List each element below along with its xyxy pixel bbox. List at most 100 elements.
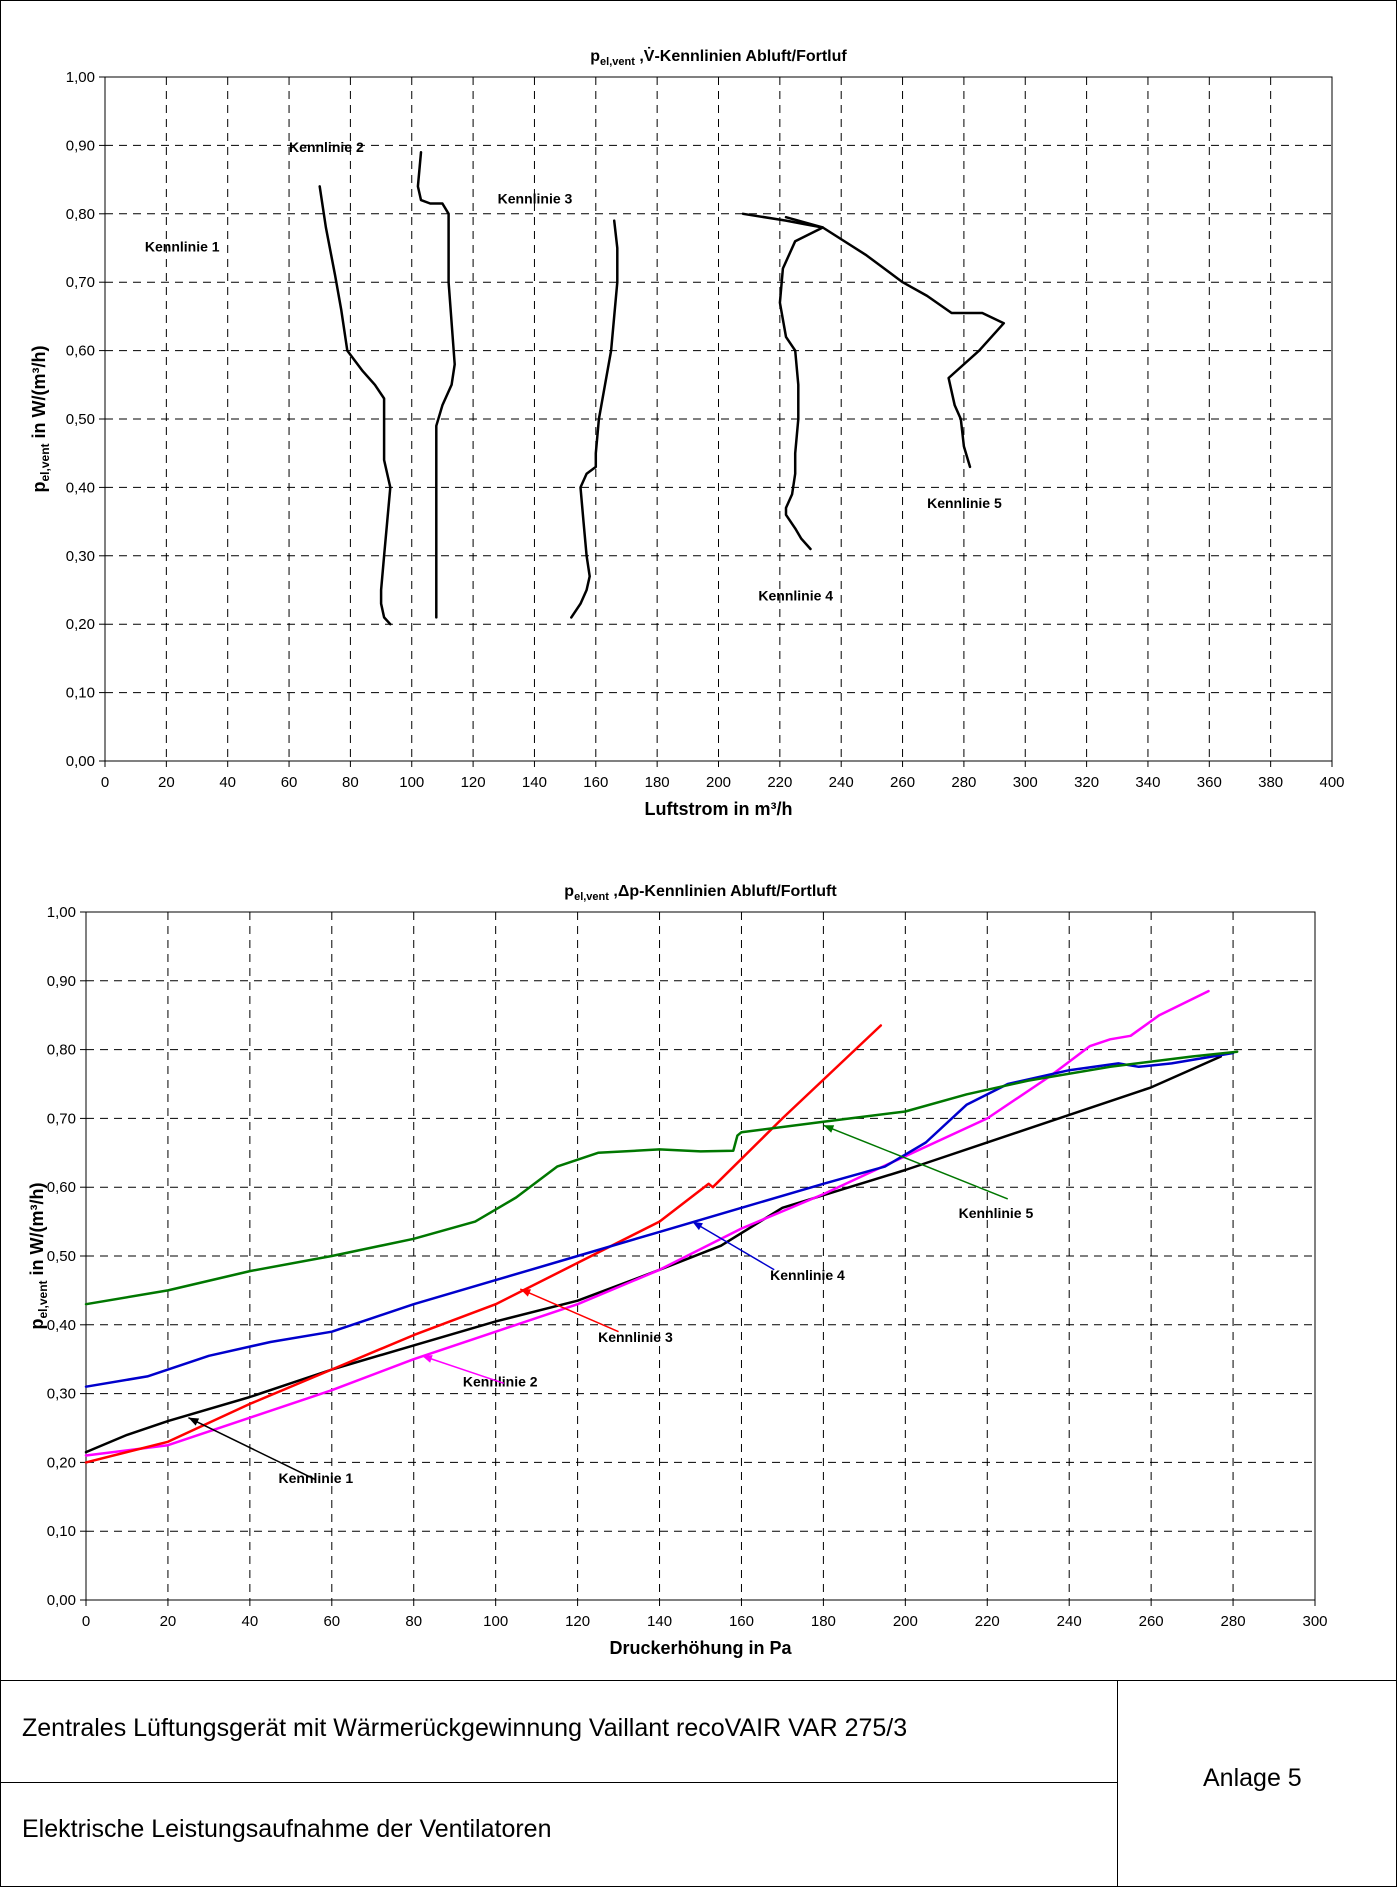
series-line-5 [84,1050,1239,1306]
series-line-2 [84,989,1210,1457]
chart-title-sub: el,vent [574,891,609,903]
x-tick-label: 20 [158,774,175,791]
y-tick-label: 0,10 [47,1523,76,1540]
x-tick-label: 120 [565,1613,590,1630]
y-axis-label: pel,vent in W/(m³/h) [29,346,52,493]
x-tick-label: 40 [219,774,236,791]
x-tick-label: 120 [461,774,486,791]
x-tick-label: 320 [1074,774,1099,791]
y-tick-label: 0,60 [66,343,95,360]
series-line-3 [570,219,619,619]
y-tick-label: 0,00 [47,1592,76,1609]
x-tick-label: 180 [645,774,670,791]
series-line-1 [84,1055,1223,1454]
x-axis-label: Druckerhöhung in Pa [609,1638,792,1658]
annotation-4: Kennlinie 4 [770,1267,845,1283]
x-tick-label: 300 [1302,1613,1327,1630]
annotation-arrow-2 [421,1355,505,1384]
x-tick-label: 280 [1221,1613,1246,1630]
y-tick-label: 0,40 [47,1317,76,1334]
y-tick-label: 0,80 [66,206,95,223]
x-tick-label: 140 [647,1613,672,1630]
x-tick-label: 160 [729,1613,754,1630]
y-axis-label: pel,vent in W/(m³/h) [27,1183,50,1330]
x-tick-label: 280 [951,774,976,791]
annotation-5: Kennlinie 5 [927,495,1002,511]
x-tick-label: 40 [242,1613,259,1630]
x-tick-label: 140 [522,774,547,791]
x-tick-label: 240 [1057,1613,1082,1630]
annotation-5: Kennlinie 5 [959,1205,1034,1221]
x-tick-label: 340 [1135,774,1160,791]
y-tick-label: 0,90 [66,137,95,154]
x-tick-label: 0 [101,774,109,791]
y-tick-label: 0,70 [47,1110,76,1127]
annotation-arrow-1 [188,1417,316,1481]
annotation-arrowhead-3 [520,1289,532,1297]
annotation-1: Kennlinie 1 [145,238,220,254]
y-tick-label: 0,20 [47,1454,76,1471]
x-tick-label: 220 [975,1613,1000,1630]
annotation-3: Kennlinie 3 [598,1329,673,1345]
x-tick-label: 300 [1013,774,1038,791]
chart-title-rest: ,Δp-Kennlinien Abluft/Fortluft [609,883,837,900]
x-tick-label: 160 [583,774,608,791]
chart-volume-flow: 0 20 40 60 80 100 120 140 160 180 200 220 240 260 280 3… [29,47,1345,819]
chart-title: pel,vent ,Δp-Kennlinien Abluft/Fortluft [564,883,837,903]
chart-title-main: p [564,883,574,900]
series-line-4 [84,1051,1235,1388]
y-tick-label: 1,00 [66,69,95,86]
annotation-1: Kennlinie 1 [279,1470,354,1486]
annotation-arrowhead-1 [188,1417,200,1426]
y-tick-label: 1,00 [47,904,76,921]
x-tick-label: 240 [829,774,854,791]
x-axis-label: Luftstrom in m³/h [645,799,793,819]
annotation-arrow-5 [823,1124,1009,1200]
chart-pressure-increase: 0 20 40 60 80 100 120 140 160 180 200 220 240 260 280 3… [27,883,1328,1658]
y-tick-label: 0,30 [47,1386,76,1403]
footer-top-border [0,1680,1397,1681]
y-tick-label: 0,50 [47,1248,76,1265]
y-tick-label: 0,50 [66,411,95,428]
footer-middle-border [0,1782,1117,1783]
footer-vertical-divider [1117,1680,1118,1887]
x-tick-label: 260 [1139,1613,1164,1630]
y-tick-label: 0,80 [47,1042,76,1059]
annotation-3: Kennlinie 3 [498,191,573,207]
x-tick-label: 200 [893,1613,918,1630]
annotation-arrowhead-2 [421,1355,433,1363]
series-line-3 [84,1024,883,1464]
annotation-4: Kennlinie 4 [758,587,833,603]
annotation-arrow-4 [691,1220,775,1271]
y-tick-label: 0,40 [66,479,95,496]
y-tick-label: 0,60 [47,1179,76,1196]
annotation-arrowhead-4 [692,1221,703,1231]
y-axis-label-rest: in W/(m³/h) [27,1183,47,1281]
y-axis-label-main: p [29,482,49,493]
x-tick-label: 20 [160,1613,177,1630]
x-tick-label: 260 [890,774,915,791]
x-tick-label: 180 [811,1613,836,1630]
x-tick-label: 80 [405,1613,422,1630]
x-tick-label: 360 [1197,774,1222,791]
annotation-2: Kennlinie 2 [289,139,364,155]
y-tick-label: 0,00 [66,753,95,770]
y-axis-label-sub: el,vent [36,1280,50,1318]
y-tick-label: 0,20 [66,616,95,633]
y-axis-label-main: p [27,1319,47,1330]
y-tick-label: 0,90 [47,973,76,990]
x-tick-label: 220 [767,774,792,791]
x-tick-label: 100 [399,774,424,791]
x-tick-label: 100 [483,1613,508,1630]
y-tick-label: 0,70 [66,274,95,291]
y-tick-label: 0,10 [66,685,95,702]
y-axis-label-rest: in W/(m³/h) [29,346,49,444]
annex-label: Anlage 5 [1203,1764,1302,1792]
annotation-arrow-3 [519,1288,619,1333]
chart-title-rest: ,V̇-Kennlinien Abluft/Fortluf [635,47,847,65]
x-tick-label: 200 [706,774,731,791]
x-tick-label: 60 [281,774,298,791]
y-axis-label-sub: el,vent [38,443,52,481]
x-tick-label: 0 [82,1613,90,1630]
x-tick-label: 60 [323,1613,340,1630]
